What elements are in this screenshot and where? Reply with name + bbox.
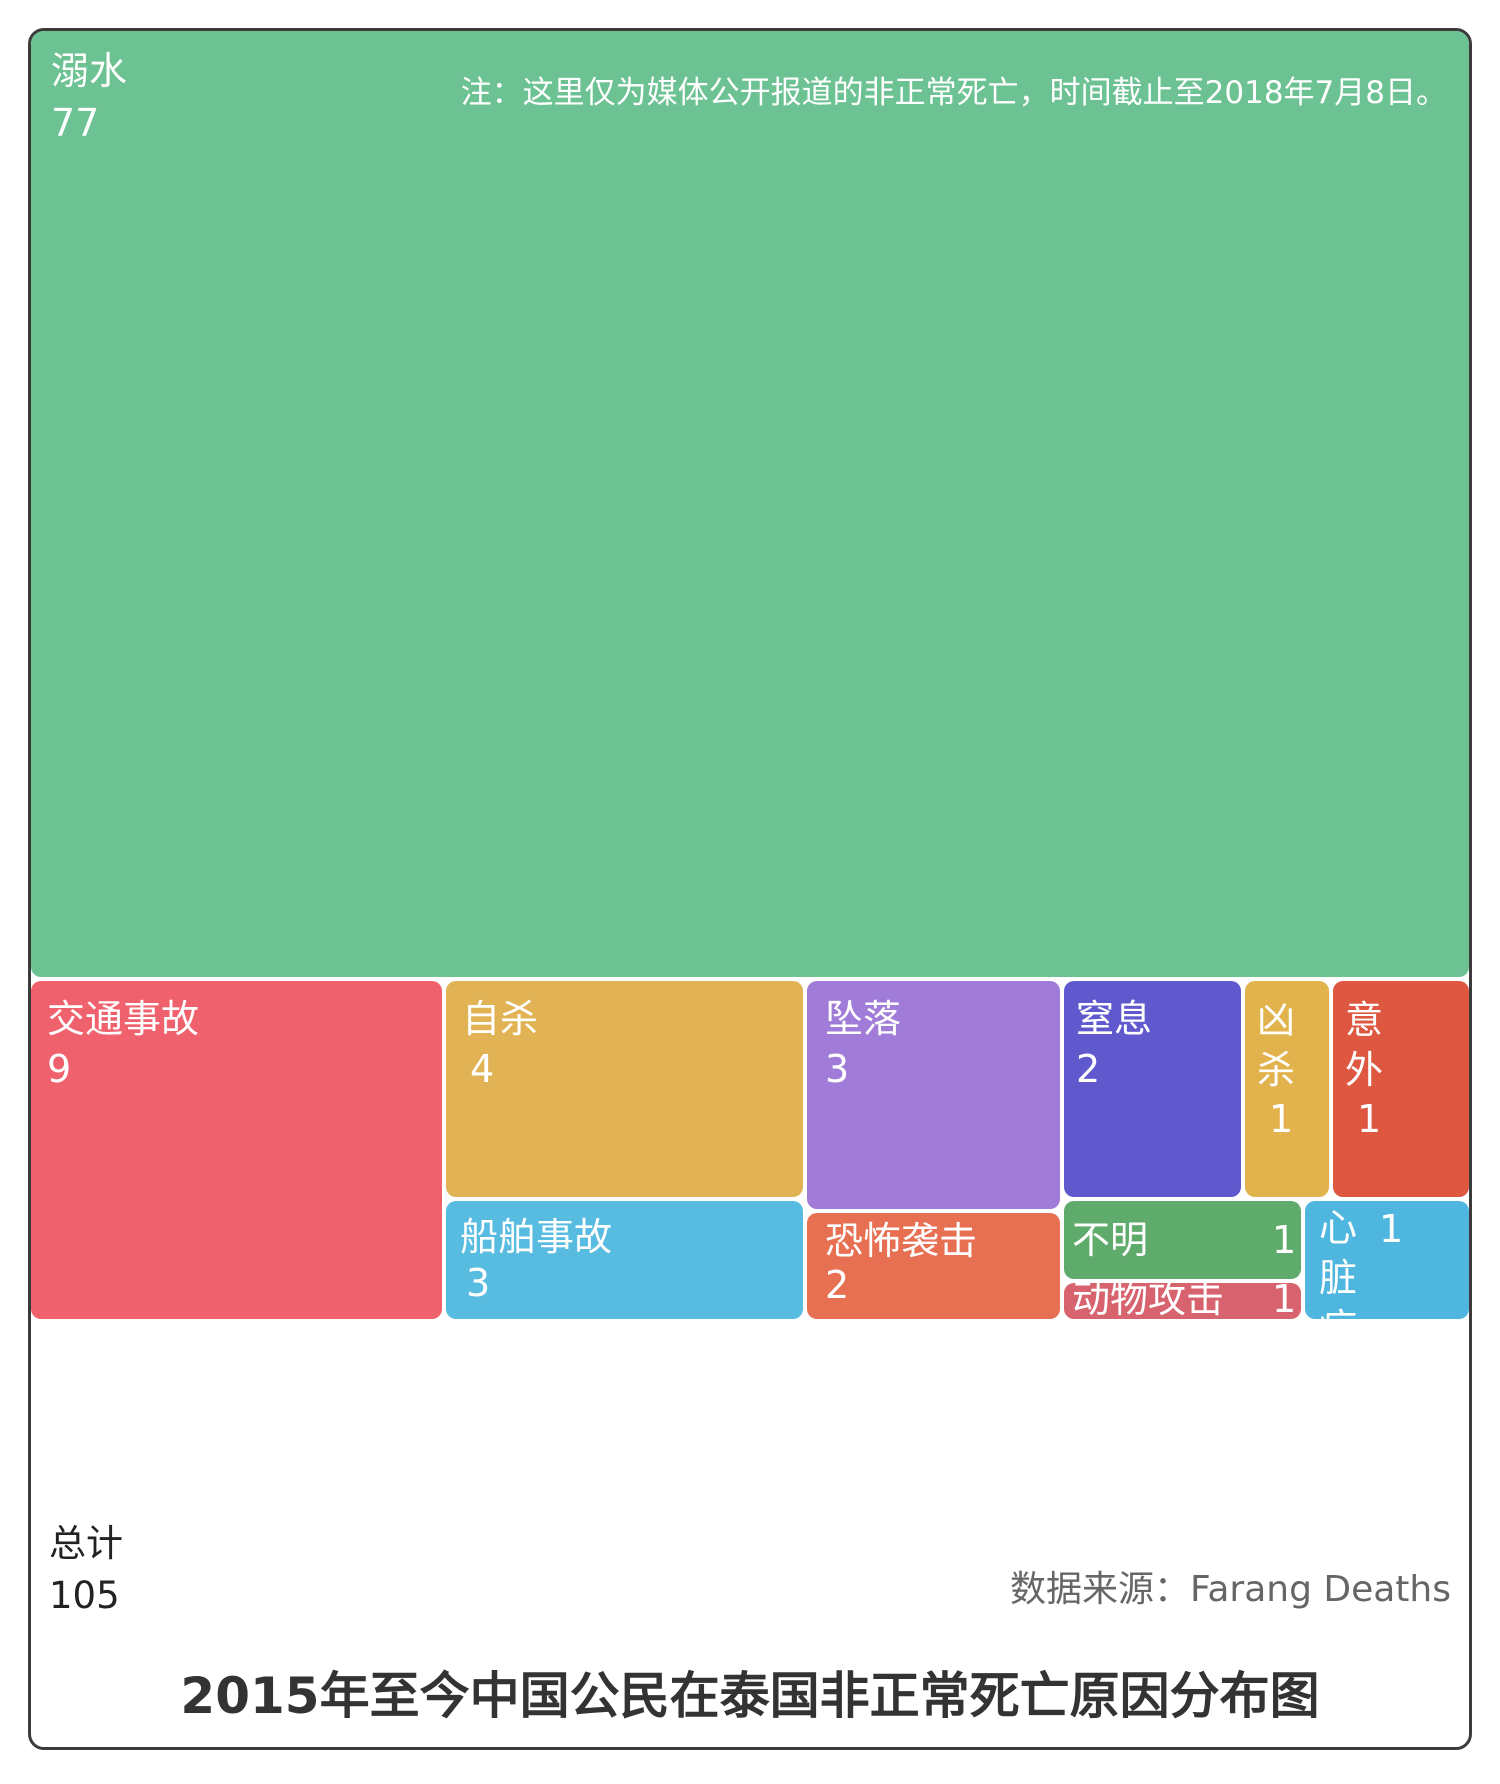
tile-label: 自杀 [462, 997, 539, 1041]
tile-label: 动物攻击 [1072, 1283, 1225, 1319]
tile-value: 9 [47, 1047, 72, 1091]
total-value: 105 [49, 1574, 120, 1617]
tile-label: 船舶事故 [460, 1215, 613, 1259]
tile-value: 1 [1272, 1283, 1297, 1319]
tile-label: 坠落 [825, 997, 902, 1041]
chart-title: 2015年至今中国公民在泰国非正常死亡原因分布图 [180, 1667, 1320, 1725]
chart-note: 注：这里仅为媒体公开报道的非正常死亡，时间截止至2018年7月8日。 [460, 75, 1447, 111]
treemap-tile-ship: 船舶事故 3 [446, 1201, 803, 1319]
tile-value: 1 [1379, 1207, 1404, 1251]
tile-value: 4 [470, 1047, 495, 1091]
tile-value: 1 [1272, 1218, 1297, 1262]
tile-label: 窒息 [1076, 997, 1153, 1041]
tile-label: 心脏病 [1319, 1206, 1358, 1319]
tile-value: 1 [1357, 1097, 1382, 1141]
treemap-tile-heart: 心脏病 1 [1305, 1201, 1469, 1319]
tile-value: 1 [1269, 1097, 1294, 1141]
treemap-tile-traffic: 交通事故 9 [31, 981, 442, 1319]
treemap-tile-accident: 意外 1 [1333, 981, 1469, 1197]
data-source: 数据来源：Farang Deaths [1009, 1569, 1451, 1610]
chart-frame: 溺水 77 交通事故 9 自杀 4 船舶事故 3 坠落 3 恐怖袭击 2 窒息 2 凶杀 1 意外 1 不明 1 动物攻… [28, 28, 1472, 1750]
tile-value: 77 [51, 101, 100, 145]
tile-value: 3 [466, 1261, 491, 1305]
treemap-tile-homicide: 凶杀 1 [1245, 981, 1329, 1197]
treemap-tile-terror: 恐怖袭击 2 [807, 1213, 1060, 1319]
tile-value: 3 [825, 1047, 850, 1091]
treemap-tile-suffocation: 窒息 2 [1064, 981, 1241, 1197]
tile-label: 凶杀 [1257, 998, 1296, 1092]
treemap-tile-fall: 坠落 3 [807, 981, 1060, 1209]
tile-label: 交通事故 [47, 997, 200, 1041]
treemap-tile-suicide: 自杀 4 [446, 981, 803, 1197]
treemap-tile-animal: 动物攻击 1 [1064, 1283, 1301, 1319]
treemap: 溺水 77 交通事故 9 自杀 4 船舶事故 3 坠落 3 恐怖袭击 2 窒息 2 凶杀 1 意外 1 不明 1 动物攻… [31, 31, 1469, 1497]
treemap-tile-drowning: 溺水 77 [31, 31, 1469, 977]
tile-value: 2 [1076, 1047, 1101, 1091]
treemap-tile-unknown: 不明 1 [1064, 1201, 1301, 1279]
tile-label: 溺水 [51, 49, 128, 93]
tile-label: 不明 [1072, 1218, 1149, 1262]
tile-label: 恐怖袭击 [825, 1219, 978, 1263]
tile-value: 2 [825, 1263, 850, 1307]
tile-label: 意外 [1345, 998, 1384, 1092]
total-label: 总计 [49, 1522, 123, 1565]
